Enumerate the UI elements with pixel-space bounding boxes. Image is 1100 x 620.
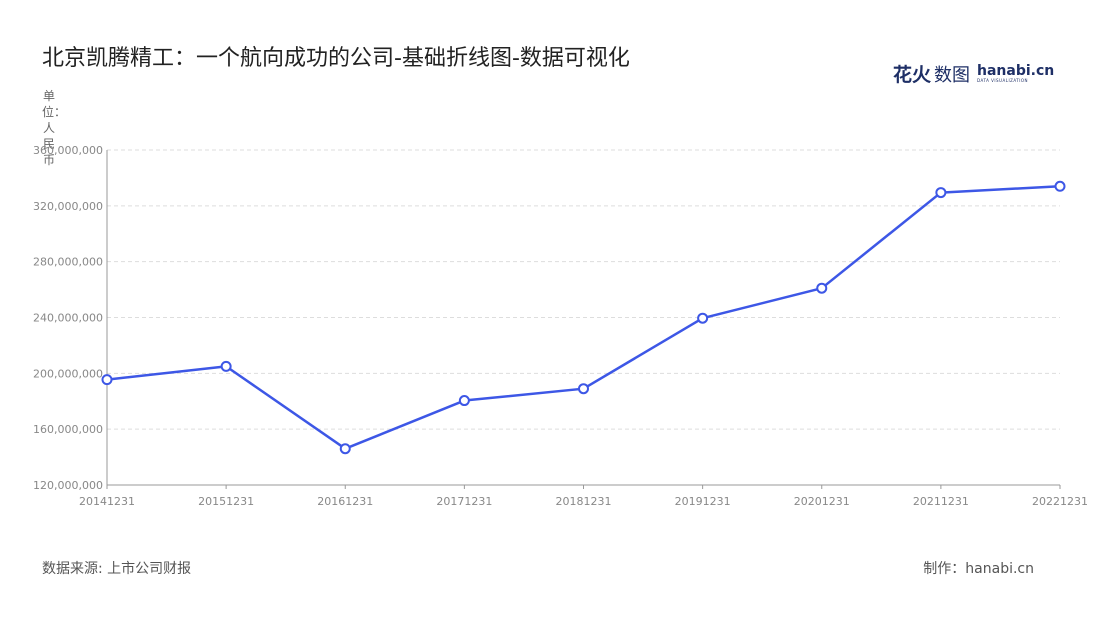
data-source: 数据来源: 上市公司财报	[42, 561, 192, 577]
data-point[interactable]	[1054, 180, 1066, 192]
y-tick-label: 160,000,000	[33, 423, 103, 436]
data-point[interactable]	[339, 443, 351, 455]
x-tick-label: 20141231	[79, 495, 135, 508]
credit: 制作：hanabi.cn	[923, 561, 1034, 577]
data-point[interactable]	[101, 374, 113, 386]
y-axis-ticks: 120,000,000 160,000,000 200,000,000 240,000…	[33, 144, 103, 492]
y-tick-label: 280,000,000	[33, 256, 103, 269]
data-point[interactable]	[220, 360, 232, 372]
logo-text-main: 花火	[893, 64, 932, 86]
x-tick-label: 20181231	[556, 495, 612, 508]
x-axis-ticks: 20141231 20151231 20161231 20171231 20181231…	[79, 485, 1088, 508]
x-tick-label: 20171231	[436, 495, 492, 508]
brand-logo: 花火 数图 hanabi.cn DATA VISUALIZATION	[893, 60, 1054, 87]
logo-en-main: hanabi.cn	[977, 62, 1055, 79]
logo-en-sub: DATA VISUALIZATION	[977, 77, 1029, 83]
data-point[interactable]	[458, 395, 470, 407]
data-point[interactable]	[816, 282, 828, 294]
data-point[interactable]	[578, 383, 589, 395]
y-tick-label: 120,000,000	[33, 479, 103, 492]
x-tick-label: 20161231	[317, 495, 373, 508]
logo-text-sub: 数图	[934, 64, 971, 86]
data-point[interactable]	[697, 312, 709, 324]
y-tick-label: 360,000,000	[33, 144, 103, 157]
y-axis-unit-label: 单位：人民币	[42, 89, 67, 167]
logo-en: hanabi.cn DATA VISUALIZATION	[977, 64, 1054, 84]
y-tick-label: 240,000,000	[33, 312, 103, 325]
x-tick-label: 20211231	[913, 495, 969, 508]
x-tick-label: 20221231	[1032, 495, 1088, 508]
grid-lines	[107, 149, 1060, 430]
x-tick-label: 20201231	[794, 495, 850, 508]
series-group	[101, 180, 1066, 455]
x-tick-label: 20151231	[198, 495, 254, 508]
x-tick-label: 20191231	[675, 495, 731, 508]
y-tick-label: 200,000,000	[33, 367, 103, 380]
chart-title: 北京凯腾精工：一个航向成功的公司-基础折线图-数据可视化	[42, 46, 630, 71]
y-tick-label: 320,000,000	[33, 200, 103, 213]
data-point[interactable]	[935, 187, 947, 199]
